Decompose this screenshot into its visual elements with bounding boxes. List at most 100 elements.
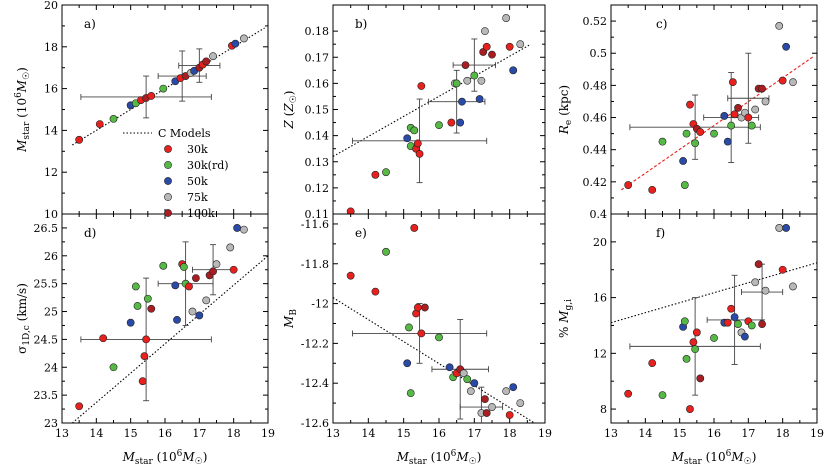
x-axis-label: Mstar (106M☉)	[122, 449, 208, 467]
data-point-30k	[728, 78, 737, 87]
x-axis-label: Mstar (106M☉)	[671, 449, 757, 467]
y-tick-label: 0.4	[590, 208, 608, 221]
x-tick-label: 17	[192, 427, 206, 440]
y-tick-label: 0.48	[583, 79, 608, 92]
y-tick-label: 23	[44, 417, 58, 430]
data-point-75k	[761, 97, 770, 106]
data-point-30krd	[680, 317, 689, 326]
plot-area	[72, 27, 265, 146]
x-tick-label: 14	[89, 427, 103, 440]
x-tick-label: 15	[397, 427, 411, 440]
y-axis-label: Re (kpc)	[557, 85, 574, 135]
y-tick-label: 20	[44, 0, 58, 12]
y-tick-label: 0.14	[305, 130, 330, 143]
data-point-100k	[758, 320, 766, 328]
data-point-50k	[456, 118, 465, 127]
data-point-50k	[403, 134, 412, 143]
y-tick-label: 0.42	[583, 176, 608, 189]
data-point-30k	[413, 303, 422, 312]
y-tick-label: 20	[593, 236, 607, 249]
data-point-75k	[459, 369, 468, 378]
x-tick-label: 17	[741, 427, 755, 440]
y-tick-label: 0.11	[305, 208, 330, 221]
data-point-30k	[624, 181, 633, 189]
data-point-50k	[741, 332, 749, 341]
data-point-75k	[488, 403, 496, 411]
data-point-30krd	[382, 247, 390, 256]
legend-entry-label: 30k(rd)	[187, 159, 229, 172]
data-point-30k	[686, 100, 694, 109]
data-point-75k	[463, 76, 472, 85]
legend-marker-75k	[164, 193, 172, 201]
legend-entry-label: 30k	[187, 143, 208, 156]
data-point-50k	[171, 281, 180, 290]
data-point-30krd	[727, 121, 736, 130]
data-point-30krd	[680, 181, 689, 189]
plot-area	[71, 224, 268, 423]
data-point-75k	[226, 243, 235, 252]
y-tick-label: -12	[311, 298, 329, 311]
x-axis-labels: Mstar (106M☉) Mstar (106M☉) Mstar (106M☉)	[122, 449, 757, 467]
data-point-30k	[142, 335, 151, 344]
panel-b: 0.11 0.12 0.13 0.14 0.15 0.16 0.17 0.18 b) Z (Z☉)	[282, 4, 546, 221]
data-point-30krd	[435, 121, 443, 130]
data-point-30krd	[747, 321, 756, 330]
plot-area	[333, 224, 535, 423]
data-point-75k	[751, 105, 760, 114]
data-point-30k	[648, 185, 657, 194]
data-point-75k	[789, 78, 797, 87]
y-axis-label: Z (Z☉)	[282, 91, 299, 130]
data-point-75k	[751, 278, 760, 287]
y-tick-label: 14	[44, 124, 58, 137]
data-point-30krd	[159, 84, 168, 93]
data-point-30k	[138, 377, 147, 386]
y-tick-label: 25.5	[34, 278, 59, 291]
data-point-50k	[730, 313, 739, 322]
data-point-50k	[509, 383, 518, 392]
data-point-30k	[778, 265, 787, 274]
data-point-30k	[417, 82, 426, 90]
data-point-30krd	[747, 121, 756, 130]
data-point-75k	[188, 307, 197, 316]
x-tick-label: 19	[261, 427, 275, 440]
y-tick-label: -11.8	[301, 258, 329, 271]
data-point-100k	[420, 303, 429, 312]
data-point-30k	[689, 338, 698, 347]
panel-frame	[610, 213, 818, 424]
data-point-75k	[477, 76, 486, 85]
data-point-30krd	[133, 302, 142, 310]
panel-f: 13 14 15 16 17 18 19 8 12 16 20 f) % Mg,i	[557, 213, 824, 440]
legend-entries: 30k 30k(rd) 50k 75k 100k	[164, 143, 229, 220]
y-tick-label: 12	[593, 347, 607, 360]
x-axis-label: Mstar (106M☉)	[396, 449, 482, 467]
x-tick-label: 17	[467, 427, 481, 440]
data-point-30krd	[470, 71, 479, 80]
data-point-30krd	[143, 294, 152, 303]
data-point-30k	[417, 329, 426, 338]
panel-label: d)	[84, 226, 96, 240]
data-point-30k	[415, 150, 424, 158]
panel-label: a)	[84, 17, 96, 31]
data-point-30krd	[691, 345, 700, 354]
y-axis-label: Mstar (106M☉)	[14, 67, 32, 153]
model-fit-line	[333, 43, 532, 158]
data-point-75k	[212, 260, 221, 269]
data-point-30krd	[131, 282, 140, 291]
y-tick-label: 0.46	[583, 112, 608, 125]
data-point-30krd	[109, 363, 118, 372]
y-tick-label: -12.2	[301, 337, 329, 350]
data-point-30k	[744, 113, 753, 122]
data-point-30k	[648, 359, 657, 367]
data-point-30k	[692, 328, 701, 337]
data-point-30k	[413, 139, 422, 148]
y-tick-label: 16	[44, 83, 58, 96]
y-tick-label: 0.12	[305, 182, 330, 195]
data-point-30krd	[710, 334, 718, 342]
y-tick-label: 26.5	[34, 222, 59, 235]
data-point-30krd	[734, 320, 742, 328]
legend: C Models 30k 30k(rd) 50k 75k 100k	[123, 127, 229, 220]
panel-label: b)	[355, 17, 367, 31]
plot-area	[611, 224, 817, 413]
data-point-30krd	[682, 355, 691, 363]
